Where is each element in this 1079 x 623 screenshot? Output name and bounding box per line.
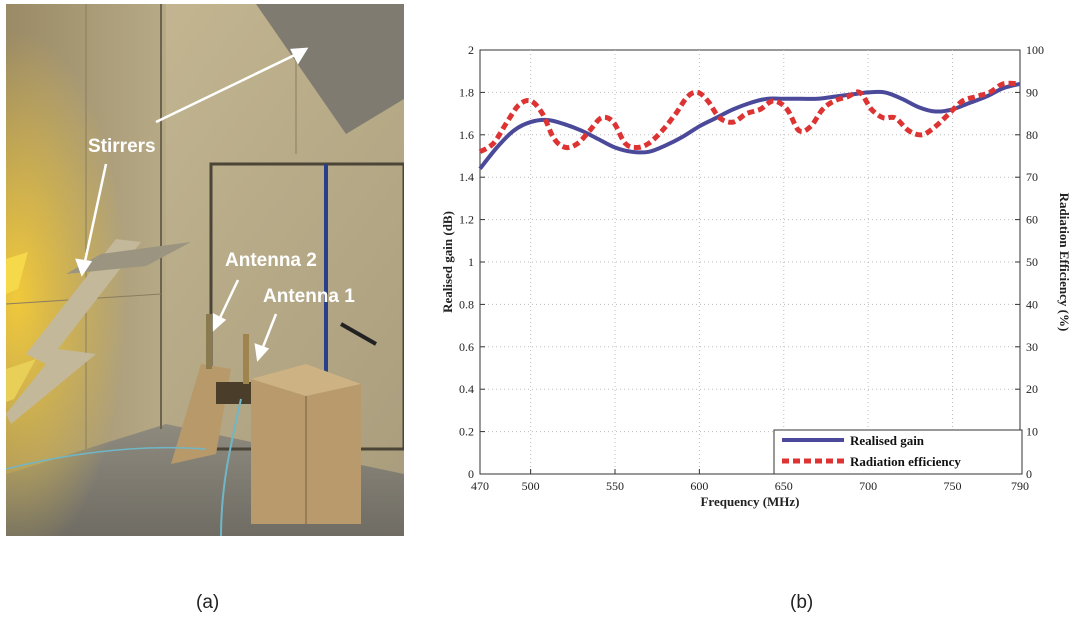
left-y-axis-title: Realised gain (dB)	[440, 211, 455, 313]
y-tick-label: 0.4	[459, 382, 474, 396]
x-axis: 470 500 550 600 650 700 750 790	[471, 469, 1029, 493]
y-tick-label: 0.8	[459, 297, 474, 311]
x-tick-label: 650	[775, 479, 793, 493]
grid-lines	[480, 50, 1020, 474]
antenna1-label: Antenna 1	[263, 286, 355, 307]
y-tick-label: 1.6	[459, 128, 474, 142]
y2-tick-label: 40	[1026, 297, 1038, 311]
y-tick-label: 1.2	[459, 213, 474, 227]
caption-a: (a)	[196, 592, 220, 613]
y-tick-label: 0.6	[459, 340, 474, 354]
legend-label-radiation-efficiency: Radiation efficiency	[850, 454, 961, 469]
legend-box	[773, 429, 1023, 475]
y-tick-label: 0.2	[459, 425, 474, 439]
y-tick-label: 1.4	[459, 170, 474, 184]
y2-tick-label: 80	[1026, 128, 1038, 142]
y-tick-label: 1.8	[459, 85, 474, 99]
plot-area	[479, 49, 1021, 475]
stirrers-label: Stirrers	[88, 136, 156, 157]
x-tick-label: 750	[944, 479, 962, 493]
y2-tick-label: 50	[1026, 255, 1038, 269]
gain-efficiency-chart: 470 500 550 600 650 700 750 790 00.20.40.60.811…	[440, 43, 1072, 509]
y2-tick-label: 20	[1026, 382, 1038, 396]
annotation-arrows	[75, 47, 309, 362]
y2-tick-label: 90	[1026, 85, 1038, 99]
x-tick-label: 500	[522, 479, 540, 493]
left-y-axis: 0 0.2 0.4 0.6 0.8 1 1.2 1.4 1.6 1.8 2	[459, 43, 485, 481]
right-y-axis-title: Radiation Efficiency (%)	[1057, 193, 1072, 332]
legend-label-realised-gain: Realised gain	[850, 433, 925, 448]
right-y-axis: 0 10 20 30 40 50 60 70 80 90 100	[1015, 43, 1044, 481]
y-tick-label: 1	[468, 255, 474, 269]
y2-tick-label: 10	[1026, 425, 1038, 439]
x-tick-label: 550	[606, 479, 624, 493]
y2-tick-label: 100	[1026, 43, 1044, 57]
series-line-radiation-efficiency	[478, 80, 1021, 154]
y2-tick-label: 70	[1026, 170, 1038, 184]
caption-b: (b)	[790, 592, 814, 613]
y2-tick-label: 60	[1026, 213, 1038, 227]
x-tick-label: 600	[690, 479, 708, 493]
y2-tick-label: 0	[1026, 467, 1032, 481]
y-tick-label: 0	[468, 467, 474, 481]
x-tick-label: 470	[471, 479, 489, 493]
chamber-photo: Stirrers Antenna 2 Antenna 1	[6, 4, 404, 536]
antenna2-label: Antenna 2	[225, 250, 317, 271]
series-lines	[478, 80, 1021, 170]
y2-tick-label: 30	[1026, 340, 1038, 354]
series-line-realised-gain	[478, 81, 1021, 170]
x-tick-label: 700	[859, 479, 877, 493]
x-tick-label: 790	[1011, 479, 1029, 493]
legend: Realised gain Radiation efficiency	[773, 429, 1023, 475]
y-tick-label: 2	[468, 43, 474, 57]
x-axis-title: Frequency (MHz)	[700, 494, 799, 509]
